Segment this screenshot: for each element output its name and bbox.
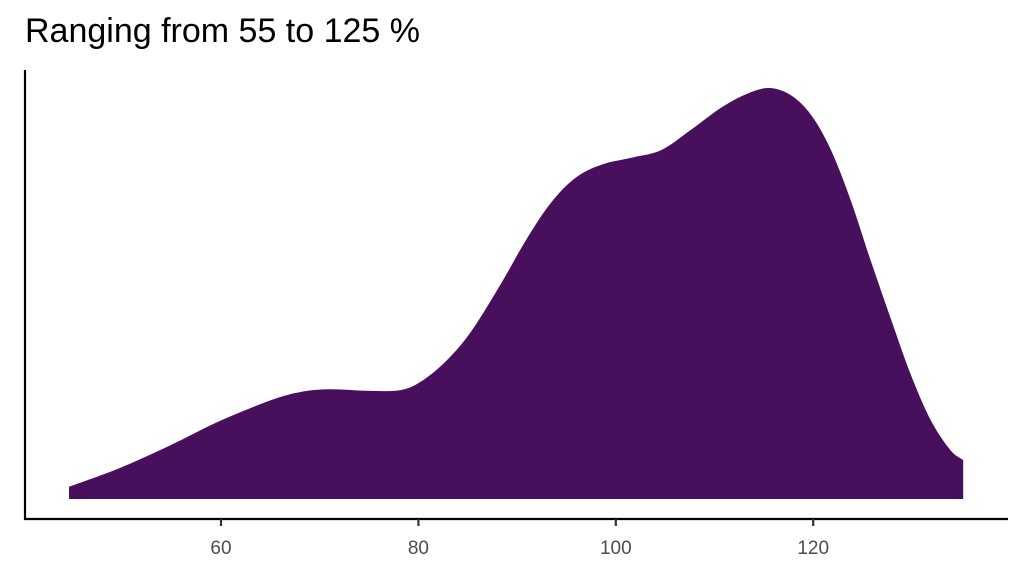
- x-axis-ticks: 60 80 100 120: [210, 519, 829, 559]
- chart-title: Ranging from 55 to 125 %: [25, 12, 421, 50]
- density-area: [69, 87, 964, 499]
- x-tick-label: 80: [408, 538, 429, 559]
- x-tick-label: 120: [797, 538, 829, 559]
- x-tick-label: 100: [600, 538, 632, 559]
- x-tick-label: 60: [210, 538, 231, 559]
